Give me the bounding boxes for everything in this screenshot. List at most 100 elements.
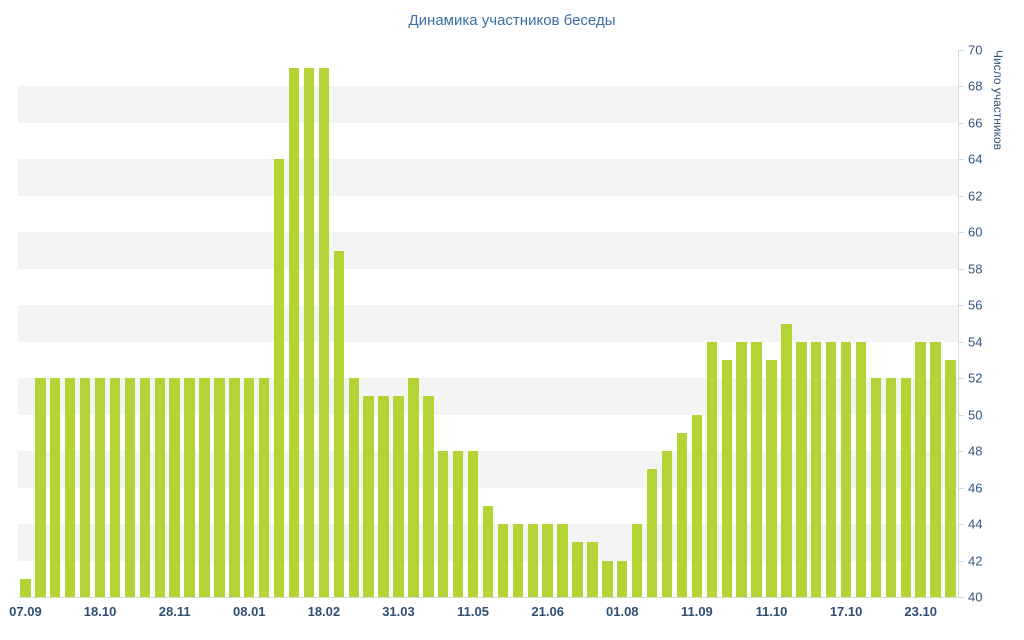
bar[interactable] <box>766 359 777 597</box>
bar[interactable] <box>870 378 882 597</box>
bar[interactable] <box>393 396 404 597</box>
x-axis-tick-label: 11.10 <box>755 604 788 619</box>
bar[interactable] <box>900 378 911 597</box>
x-axis-tick-label: 18.10 <box>83 604 117 619</box>
bar[interactable] <box>423 396 434 597</box>
bar[interactable] <box>796 341 807 597</box>
bar[interactable] <box>258 378 270 597</box>
bar[interactable] <box>706 341 717 597</box>
bar[interactable] <box>438 451 449 597</box>
bar[interactable] <box>318 68 330 597</box>
y-axis-tick-label: 44 <box>968 516 983 532</box>
bar[interactable] <box>184 378 195 597</box>
bar[interactable] <box>587 542 598 597</box>
bar[interactable] <box>333 250 344 597</box>
bar[interactable] <box>751 341 762 597</box>
bar[interactable] <box>781 323 792 597</box>
bar[interactable] <box>50 378 61 597</box>
bar[interactable] <box>721 359 732 597</box>
chart-title: Динамика участников беседы <box>408 12 616 29</box>
y-axis-tick <box>958 195 964 197</box>
bar[interactable] <box>646 469 658 597</box>
bar[interactable] <box>288 68 300 597</box>
bar[interactable] <box>35 378 46 597</box>
bar[interactable] <box>512 524 524 597</box>
bar[interactable] <box>452 451 464 597</box>
bar[interactable] <box>467 451 479 597</box>
y-axis-tick <box>958 305 964 307</box>
bar[interactable] <box>602 560 613 597</box>
x-axis-tick-label: 23.10 <box>904 604 937 619</box>
y-axis-tick-label: 40 <box>968 589 983 605</box>
bar[interactable] <box>169 378 180 597</box>
bar[interactable] <box>542 524 553 597</box>
bar[interactable] <box>124 378 136 597</box>
bar[interactable] <box>154 378 165 597</box>
x-axis-tick-label: 21.06 <box>531 604 564 619</box>
x-axis-tick-label: 17.10 <box>829 604 863 619</box>
bar[interactable] <box>572 542 583 597</box>
plot-band <box>18 86 958 123</box>
y-axis-tick-label: 58 <box>968 261 983 277</box>
y-axis-tick <box>958 414 964 416</box>
bar[interactable] <box>214 378 225 597</box>
y-axis-tick <box>958 451 964 453</box>
bar[interactable] <box>840 341 852 597</box>
y-axis-tick-label: 50 <box>968 407 983 423</box>
bar[interactable] <box>691 414 703 597</box>
y-axis-tick <box>958 268 964 270</box>
y-axis-tick-label: 60 <box>968 224 983 240</box>
y-axis-tick <box>958 86 964 88</box>
x-axis-tick-label: 11.05 <box>457 604 489 619</box>
bar[interactable] <box>378 396 389 597</box>
bar[interactable] <box>94 378 106 597</box>
y-axis-tick <box>958 378 964 380</box>
y-axis-tick-label: 66 <box>968 115 983 131</box>
bar[interactable] <box>20 578 31 597</box>
bar[interactable] <box>811 341 822 597</box>
bar[interactable] <box>244 378 255 597</box>
bar[interactable] <box>825 341 837 597</box>
x-axis-tick-label: 07.09 <box>9 604 42 619</box>
bar[interactable] <box>363 396 374 597</box>
bar[interactable] <box>676 432 688 597</box>
bar[interactable] <box>348 378 359 597</box>
bar[interactable] <box>497 524 509 597</box>
y-axis-tick <box>958 524 964 526</box>
bar[interactable] <box>199 378 210 597</box>
bar[interactable] <box>631 524 643 597</box>
bar[interactable] <box>945 359 956 597</box>
bar[interactable] <box>229 378 240 597</box>
y-axis-line <box>958 50 959 598</box>
bar[interactable] <box>661 451 673 597</box>
bar[interactable] <box>736 341 747 597</box>
bar[interactable] <box>65 378 76 597</box>
y-axis-tick-label: 56 <box>968 297 983 313</box>
bar[interactable] <box>109 378 121 597</box>
bar[interactable] <box>482 505 494 597</box>
bar[interactable] <box>303 68 315 597</box>
bar[interactable] <box>885 378 897 597</box>
y-axis-tick-label: 48 <box>968 443 983 459</box>
y-axis-tick-label: 52 <box>968 370 983 386</box>
y-axis-tick <box>958 122 964 124</box>
y-axis-tick-label: 54 <box>968 334 983 350</box>
x-axis-tick-label: 11.09 <box>680 604 713 619</box>
bar[interactable] <box>408 378 419 597</box>
bar[interactable] <box>79 378 91 597</box>
bar[interactable] <box>527 524 538 597</box>
x-axis-tick-label: 28.11 <box>158 604 191 619</box>
y-axis-tick <box>958 597 964 598</box>
plot-band <box>18 305 958 342</box>
bar[interactable] <box>930 341 941 597</box>
y-axis-tick-label: 68 <box>968 78 983 94</box>
y-axis-tick <box>958 341 964 343</box>
bar[interactable] <box>617 560 628 597</box>
bar[interactable] <box>139 378 151 597</box>
bar[interactable] <box>855 341 867 597</box>
bar[interactable] <box>273 159 285 597</box>
bar[interactable] <box>915 341 926 597</box>
y-axis-tick-label: 46 <box>968 480 983 496</box>
bar[interactable] <box>557 524 568 597</box>
